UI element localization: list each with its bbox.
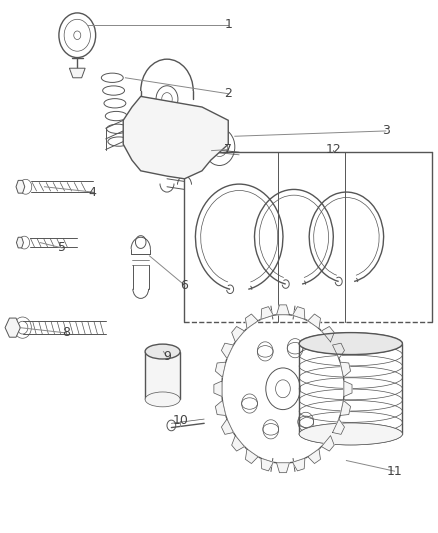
- Text: 7: 7: [224, 143, 232, 156]
- Text: 12: 12: [325, 143, 340, 156]
- Ellipse shape: [298, 423, 402, 445]
- Text: 9: 9: [162, 350, 170, 364]
- Polygon shape: [276, 463, 289, 473]
- Polygon shape: [123, 96, 228, 179]
- Polygon shape: [5, 318, 20, 337]
- Text: 4: 4: [88, 185, 96, 199]
- Polygon shape: [215, 362, 225, 377]
- Polygon shape: [245, 314, 258, 328]
- Ellipse shape: [145, 344, 180, 359]
- Polygon shape: [231, 435, 244, 451]
- Polygon shape: [321, 435, 333, 451]
- Bar: [145, 352, 180, 399]
- Text: 8: 8: [62, 326, 70, 340]
- Polygon shape: [69, 68, 85, 78]
- Polygon shape: [215, 400, 225, 415]
- Polygon shape: [339, 400, 350, 415]
- Polygon shape: [343, 381, 351, 397]
- Text: 2: 2: [224, 87, 232, 100]
- Polygon shape: [213, 381, 222, 397]
- Polygon shape: [221, 419, 233, 434]
- Polygon shape: [276, 305, 289, 315]
- Text: 10: 10: [172, 414, 187, 427]
- Text: 11: 11: [386, 465, 402, 478]
- Polygon shape: [261, 458, 273, 471]
- Ellipse shape: [145, 392, 180, 407]
- Text: 1: 1: [224, 18, 232, 31]
- Polygon shape: [231, 327, 244, 342]
- Polygon shape: [321, 327, 333, 342]
- Polygon shape: [261, 306, 273, 319]
- Polygon shape: [245, 449, 258, 464]
- Polygon shape: [339, 362, 350, 377]
- Polygon shape: [16, 237, 23, 248]
- Text: 6: 6: [180, 279, 188, 292]
- Polygon shape: [332, 419, 344, 434]
- Polygon shape: [307, 314, 320, 328]
- Polygon shape: [16, 180, 25, 193]
- Text: 3: 3: [381, 124, 389, 138]
- Polygon shape: [332, 343, 344, 359]
- Polygon shape: [292, 306, 304, 319]
- Ellipse shape: [298, 333, 402, 354]
- Polygon shape: [221, 343, 233, 359]
- Polygon shape: [307, 449, 320, 464]
- Polygon shape: [292, 458, 304, 471]
- Text: 5: 5: [58, 241, 66, 254]
